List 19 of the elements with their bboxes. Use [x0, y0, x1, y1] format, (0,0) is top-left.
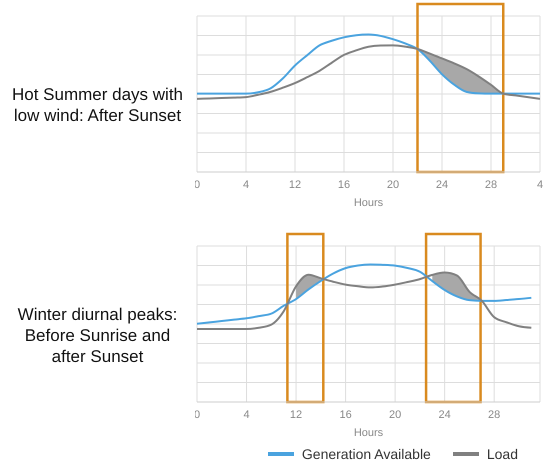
x-tick-label: 20 [389, 408, 402, 421]
x-tick-label: 12 [290, 408, 302, 421]
legend-label: Generation Available [302, 446, 431, 462]
x-tick-label: 4 [243, 408, 250, 421]
x-tick-label: 24 [436, 178, 448, 191]
x-tick-label: 24 [438, 408, 451, 421]
x-axis-title: Hours [354, 427, 384, 439]
legend-label: Load [486, 446, 518, 462]
text: Hot Summer days with low wind: After Sunset [11, 84, 184, 126]
x-tick-label: 16 [339, 408, 352, 421]
x-tick-label: 28 [484, 178, 498, 191]
x-tick-label: 16 [338, 178, 350, 191]
x-tick-label: 4 [242, 178, 250, 191]
x-tick-label: 4 [536, 178, 544, 191]
x-axis-title: Hours [354, 197, 384, 209]
text: Winter diurnal peaks: Before Sunrise and after Sunset [16, 304, 178, 366]
x-tick-label: 28 [488, 408, 500, 421]
x-tick-label: 12 [288, 178, 302, 191]
x-tick-label: 20 [386, 178, 400, 191]
